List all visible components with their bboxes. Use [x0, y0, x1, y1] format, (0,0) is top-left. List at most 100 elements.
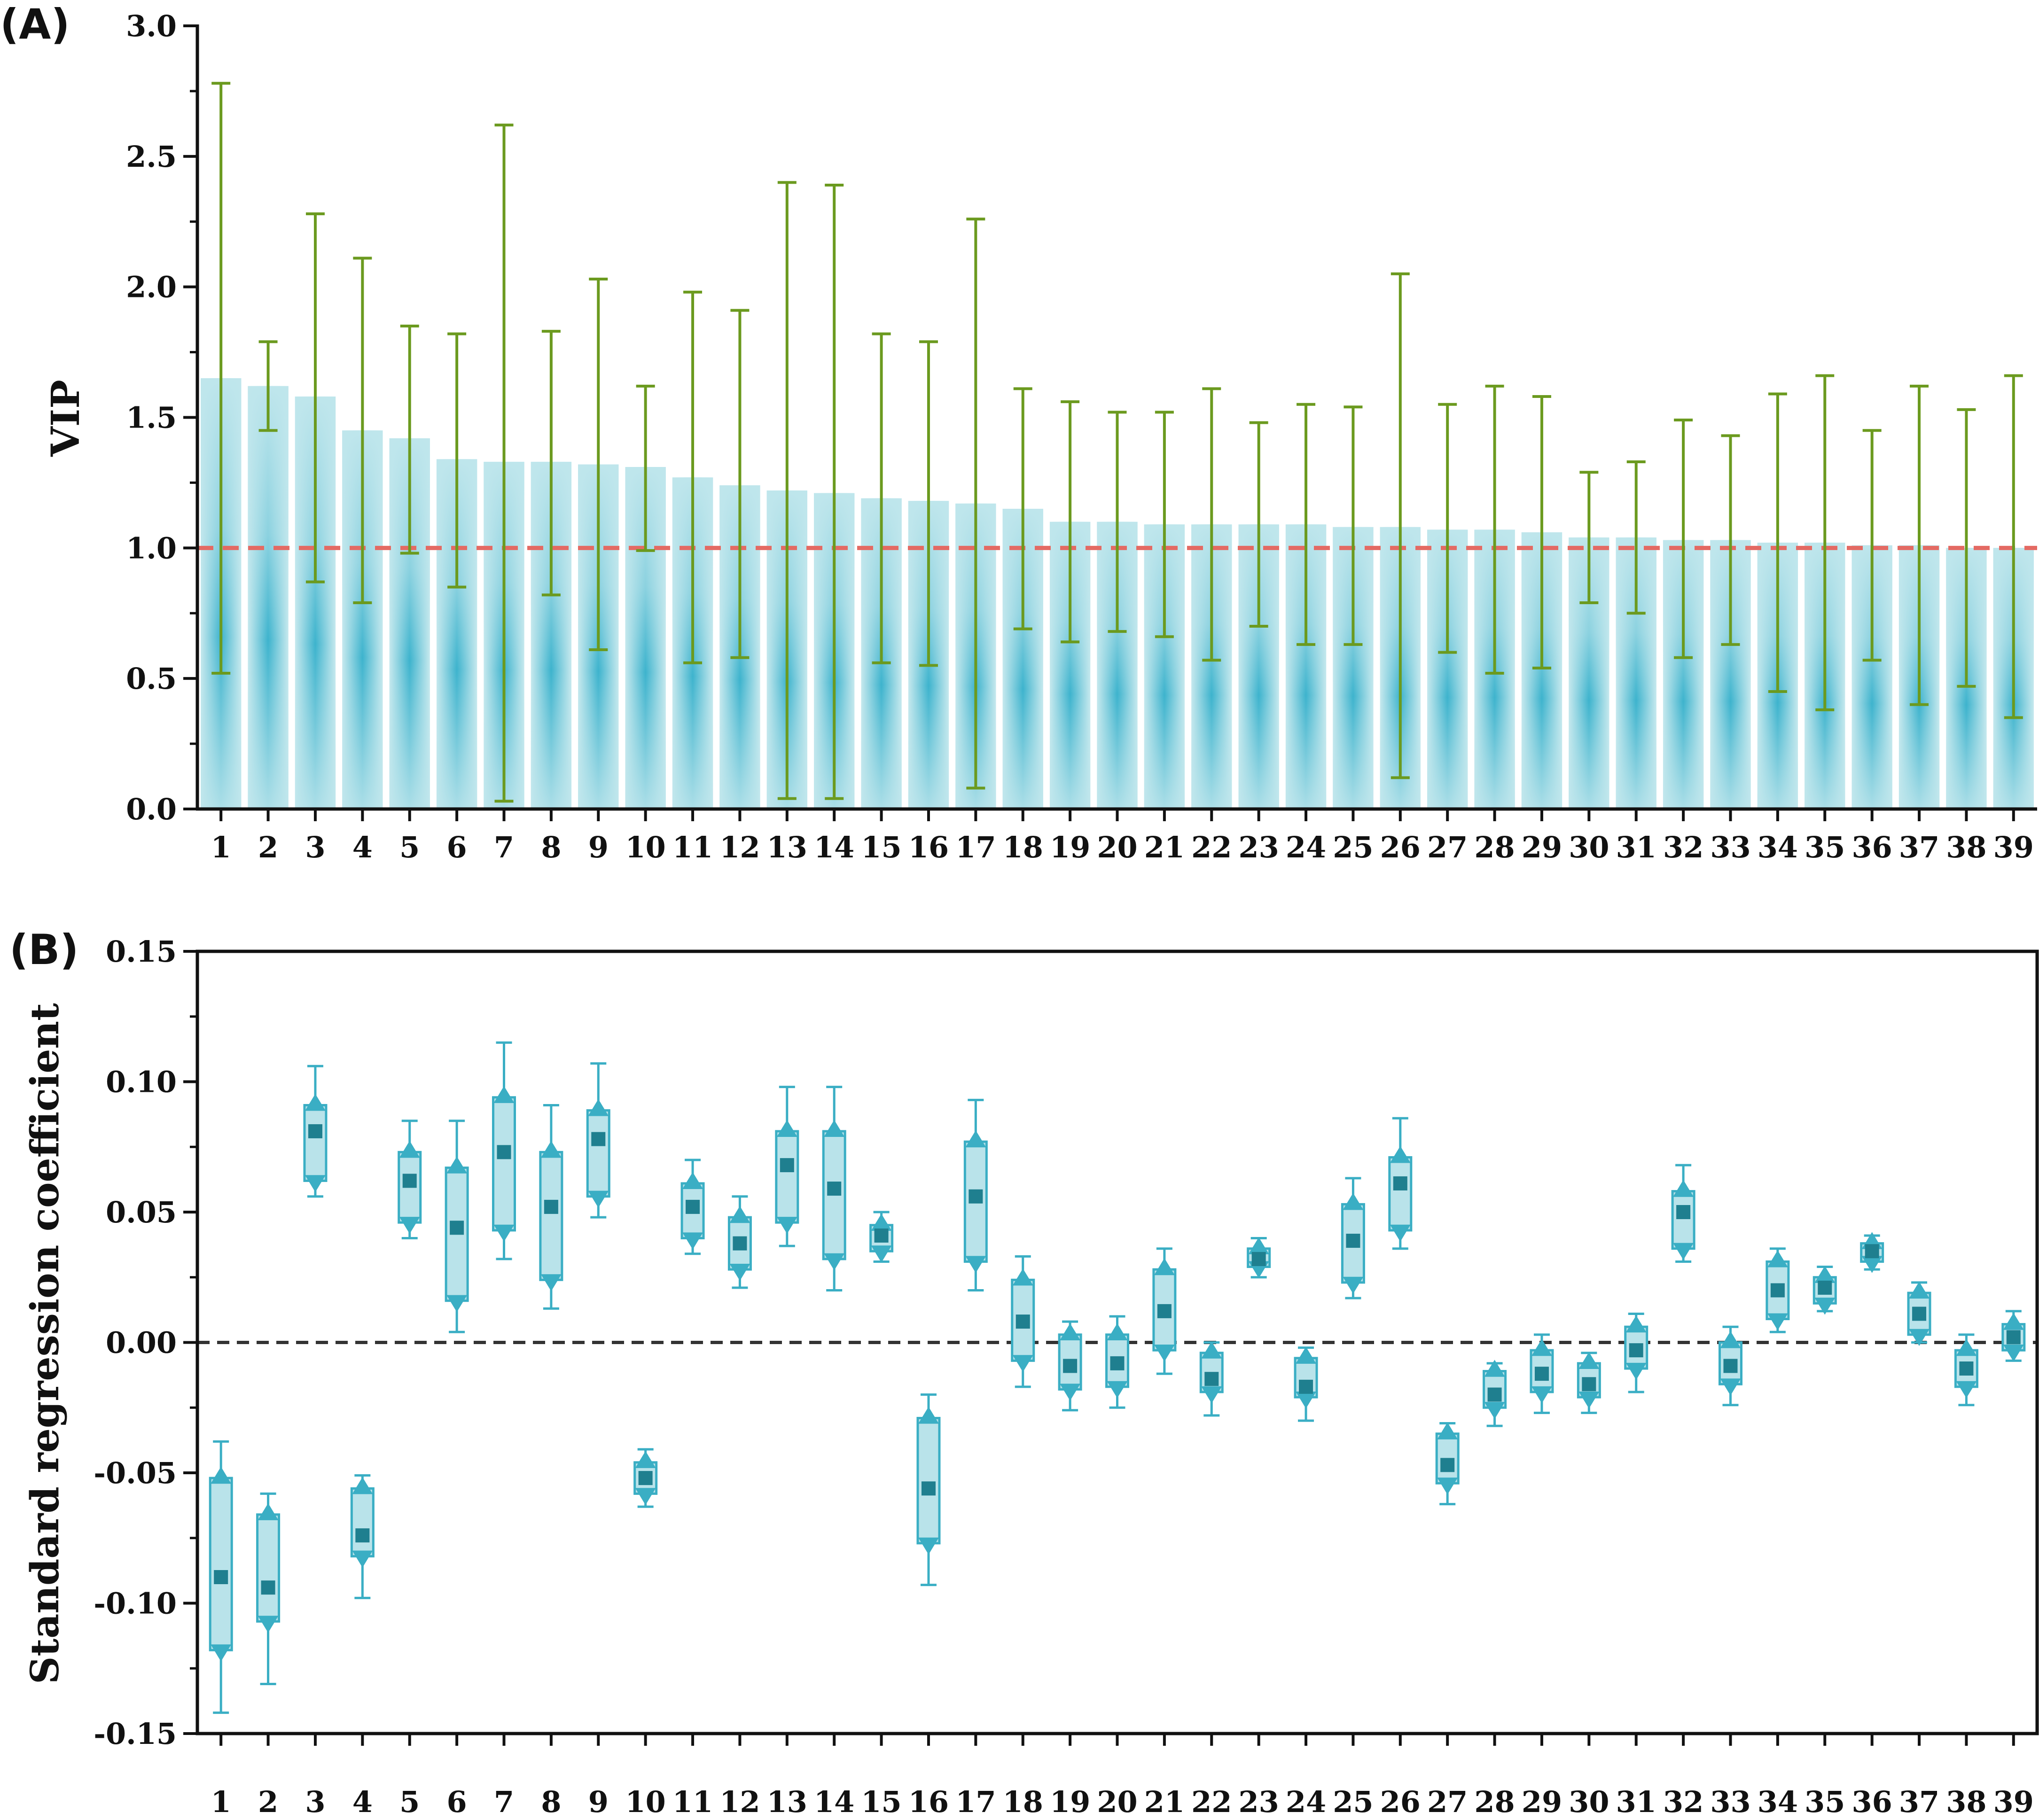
panel-a-x-tick-label: 6 [447, 830, 467, 864]
panel-a-x-tick-label: 33 [1710, 830, 1750, 864]
error-bar-5 [400, 325, 419, 555]
panel-a-x-tick-label: 19 [1050, 830, 1090, 864]
box-q3-marker [2003, 1313, 2024, 1330]
box-33 [1719, 1325, 1742, 1407]
panel-b-x-tick-label: 8 [541, 1785, 561, 1819]
panel-b-x-tick-label: 13 [767, 1785, 807, 1819]
box-11 [680, 1159, 705, 1255]
panel-a-x-tick-label: 12 [719, 830, 760, 864]
box-q1-marker [1861, 1256, 1883, 1273]
box-17 [963, 1098, 988, 1291]
box-q1-marker [824, 1253, 845, 1271]
panel-b-x-tick-label: 35 [1805, 1785, 1845, 1819]
box-q1-marker [1012, 1355, 1033, 1372]
box-q3-marker [635, 1451, 656, 1468]
error-bar-32 [1674, 419, 1693, 659]
panel-a-x-tick-label: 26 [1380, 830, 1421, 864]
panel-b-x-tick-label: 31 [1616, 1785, 1656, 1819]
box-q1-marker [1625, 1362, 1647, 1380]
panel-a-x-tick-label: 22 [1191, 830, 1232, 864]
error-bar-25 [1344, 405, 1363, 646]
box-iqr [916, 1416, 941, 1545]
box-q3-marker [352, 1477, 373, 1494]
panel-a-y-tick-label: 0.5 [126, 661, 177, 696]
box-q3-marker [1201, 1341, 1222, 1359]
panel-a-x-tick-label: 37 [1899, 830, 1939, 864]
box-mean-marker [1346, 1234, 1360, 1248]
box-mean-marker [1157, 1304, 1172, 1318]
box-mean-marker [1723, 1359, 1738, 1373]
error-bar-33 [1721, 434, 1740, 646]
box-q3-marker [211, 1466, 232, 1484]
box-q3-marker [1154, 1258, 1175, 1276]
box-mean-marker [1629, 1343, 1643, 1358]
box-mean-marker [1959, 1361, 1974, 1376]
box-mean-marker [1393, 1176, 1407, 1190]
panel-a-x-tick-label: 1 [211, 830, 231, 864]
box-q1-marker [540, 1274, 562, 1291]
box-q3-marker [540, 1141, 562, 1158]
box-q1-marker [776, 1217, 797, 1234]
box-5 [398, 1120, 422, 1239]
box-mean-marker [1016, 1314, 1030, 1329]
box-q1-marker [258, 1616, 279, 1633]
error-bar-17 [966, 218, 985, 790]
box-q1-marker [1343, 1276, 1364, 1294]
box-12 [727, 1195, 752, 1289]
box-mean-marker [214, 1570, 228, 1584]
panel-b-y-tick-label: 0.00 [106, 1326, 177, 1360]
error-bar-22 [1202, 387, 1221, 662]
box-q1-marker [352, 1550, 373, 1568]
panel-b-x-tick-label: 36 [1852, 1785, 1892, 1819]
box-q3-marker [965, 1130, 986, 1148]
box-q3-marker [1814, 1266, 1836, 1283]
panel-a-x-tick-label: 23 [1239, 830, 1279, 864]
panel-a-y-tick-label: 2.5 [126, 140, 177, 174]
panel-b-x-tick-label: 20 [1097, 1785, 1137, 1819]
box-q1-marker [211, 1644, 232, 1662]
panel-a-x-tick-label: 4 [352, 830, 373, 864]
box-q3-marker [1060, 1323, 1081, 1340]
error-bar-8 [541, 330, 561, 597]
box-19 [1058, 1320, 1082, 1412]
error-bar-30 [1579, 471, 1599, 605]
error-bar-10 [636, 384, 655, 552]
box-iqr [1671, 1190, 1695, 1250]
box-25 [1341, 1177, 1365, 1299]
panel-b-x-tick-label: 11 [672, 1785, 713, 1819]
panel-a-x-tick-label: 31 [1616, 830, 1656, 864]
panel-a-x-tick-label: 2 [258, 830, 278, 864]
panel-a-x-tick-label: 5 [399, 830, 420, 864]
box-q3-marker [1296, 1346, 1317, 1364]
panel-b-x-tick-label: 38 [1946, 1785, 1986, 1819]
box-q3-marker [493, 1086, 515, 1103]
panel-a-x-tick-label: 34 [1758, 830, 1798, 864]
panel-a-x-tick-label: 39 [1993, 830, 2034, 864]
panel-a-x-tick-label: 35 [1805, 830, 1845, 864]
box-q3-marker [1767, 1250, 1788, 1268]
panel-b-x-tick-label: 27 [1427, 1785, 1468, 1819]
panel-b-x-tick-label: 23 [1239, 1785, 1279, 1819]
box-q3-marker [446, 1156, 468, 1174]
panel-b-x-tick-label: 39 [1993, 1785, 2034, 1819]
box-q1-marker [588, 1190, 609, 1208]
error-bar-9 [589, 277, 608, 652]
panel-b-x-tick-label: 17 [955, 1785, 996, 1819]
panel-a-x-tick-label: 11 [672, 830, 713, 864]
box-q3-marker [918, 1407, 939, 1424]
box-30 [1577, 1352, 1601, 1414]
panel-b-y-tick-label: -0.10 [94, 1587, 177, 1621]
box-q1-marker [1673, 1243, 1694, 1260]
box-mean-marker [1582, 1377, 1596, 1392]
box-mean-marker [1534, 1367, 1549, 1381]
panel-b-x-tick-label: 7 [494, 1785, 514, 1819]
box-mean-marker [1865, 1244, 1879, 1259]
box-q1-marker [965, 1256, 986, 1273]
panel-b-x-tick-label: 15 [861, 1785, 901, 1819]
panel-b-x-tick-label: 37 [1899, 1785, 1939, 1819]
box-mean-marker [544, 1199, 558, 1214]
panel-b-x-tick-label: 4 [352, 1785, 373, 1819]
panel-b-x-tick-label: 14 [814, 1785, 854, 1819]
box-mean-marker [686, 1199, 700, 1214]
box-8 [539, 1104, 563, 1310]
